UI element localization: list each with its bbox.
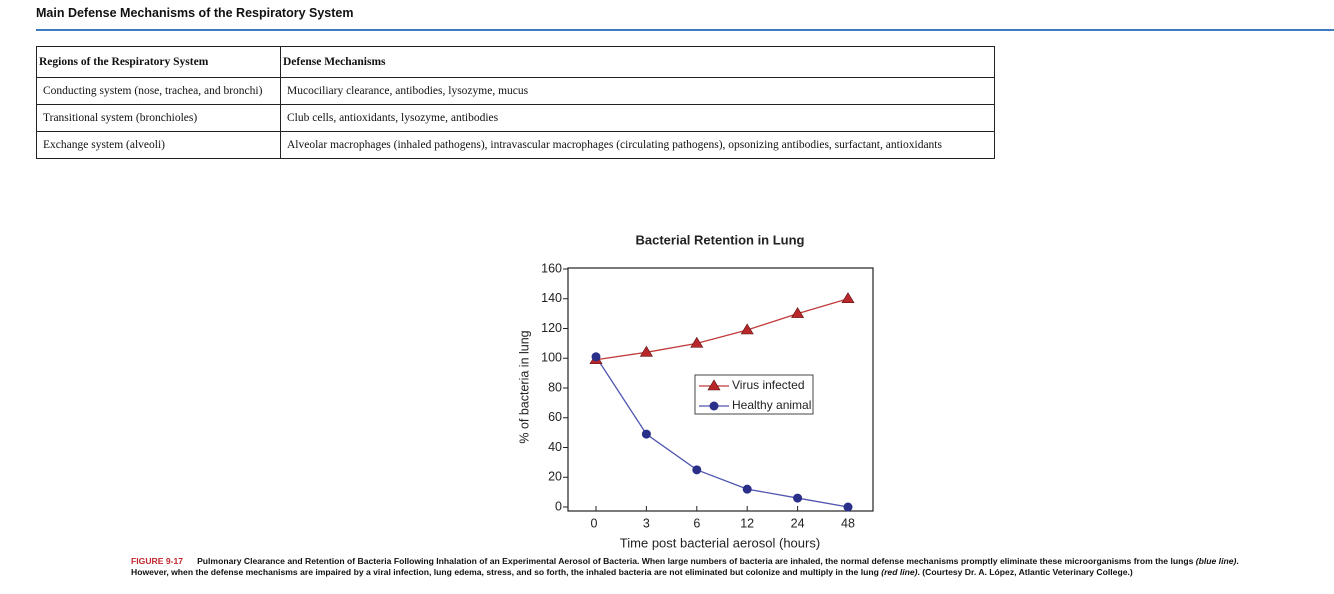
- caption-text: Pulmonary Clearance and Retention of Bac…: [197, 556, 1196, 566]
- x-tick-label: 0: [591, 516, 598, 530]
- cell: Club cells, antioxidants, lysozyme, anti…: [280, 104, 995, 132]
- y-tick-label: 80: [548, 380, 562, 394]
- table-row: Exchange system (alveoli) Alveolar macro…: [36, 131, 995, 159]
- table-row: Conducting system (nose, trachea, and br…: [36, 77, 995, 105]
- y-tick-label: 20: [548, 470, 562, 484]
- x-tick-label: 24: [791, 516, 805, 530]
- data-point: [692, 465, 702, 475]
- y-tick-label: 100: [541, 351, 562, 365]
- series-line: [595, 298, 849, 361]
- data-point: [707, 379, 721, 391]
- data-point: [791, 307, 805, 318]
- figure-caption: FIGURE 9-17 Pulmonary Clearance and Reten…: [131, 556, 1256, 578]
- x-tick-label: 12: [740, 516, 754, 530]
- y-tick-label: 60: [548, 410, 562, 424]
- plot-frame: [567, 267, 874, 512]
- cell: Alveolar macrophages (inhaled pathogens)…: [280, 131, 995, 159]
- x-tick-label: 48: [841, 516, 855, 530]
- caption-label: FIGURE 9-17: [131, 556, 184, 566]
- y-tick-label: 40: [548, 440, 562, 454]
- y-tick-label: 160: [541, 261, 562, 275]
- y-tick-label: 0: [555, 499, 562, 513]
- legend-label: Healthy animal: [732, 398, 811, 412]
- y-axis-label: % of bacteria in lung: [517, 330, 531, 443]
- data-point: [843, 502, 853, 512]
- caption-text: . (Courtesy Dr. A. López, Atlantic Veter…: [917, 567, 1133, 577]
- data-point: [793, 493, 803, 503]
- header-cell: Regions of the Respiratory System: [36, 46, 281, 78]
- data-point: [591, 352, 601, 362]
- data-point: [740, 323, 754, 335]
- table-row: Transitional system (bronchioles) Club c…: [36, 104, 995, 132]
- x-tick-label: 3: [643, 516, 650, 530]
- series-line: [595, 356, 849, 508]
- title-rule: [36, 29, 1334, 31]
- caption-text: . However, when the defense mechanisms a…: [131, 556, 1239, 577]
- cell: Transitional system (bronchioles): [36, 104, 281, 132]
- data-point: [709, 401, 719, 411]
- data-point: [742, 484, 752, 494]
- data-point: [690, 336, 704, 348]
- y-tick-label: 140: [541, 291, 562, 305]
- header-row: Regions of the Respiratory System Defens…: [36, 46, 995, 78]
- chart-title: Bacterial Retention in Lung: [635, 232, 804, 247]
- cell: Exchange system (alveoli): [36, 131, 281, 159]
- caption-text: (blue line): [1195, 556, 1237, 566]
- data-point: [639, 345, 653, 357]
- data-point: [841, 292, 855, 304]
- caption-text: (red line): [881, 567, 918, 577]
- header-cell: Defense Mechanisms: [280, 46, 995, 78]
- data-point: [641, 429, 651, 439]
- defense-table: Regions of the Respiratory System Defens…: [36, 46, 995, 159]
- x-tick-label: 6: [693, 516, 700, 530]
- x-axis-label: Time post bacterial aerosol (hours): [620, 535, 820, 550]
- y-tick-label: 120: [541, 321, 562, 335]
- legend-label: Virus infected: [732, 378, 805, 392]
- page-title: Main Defense Mechanisms of the Respirato…: [36, 6, 354, 20]
- cell: Mucociliary clearance, antibodies, lysoz…: [280, 77, 995, 105]
